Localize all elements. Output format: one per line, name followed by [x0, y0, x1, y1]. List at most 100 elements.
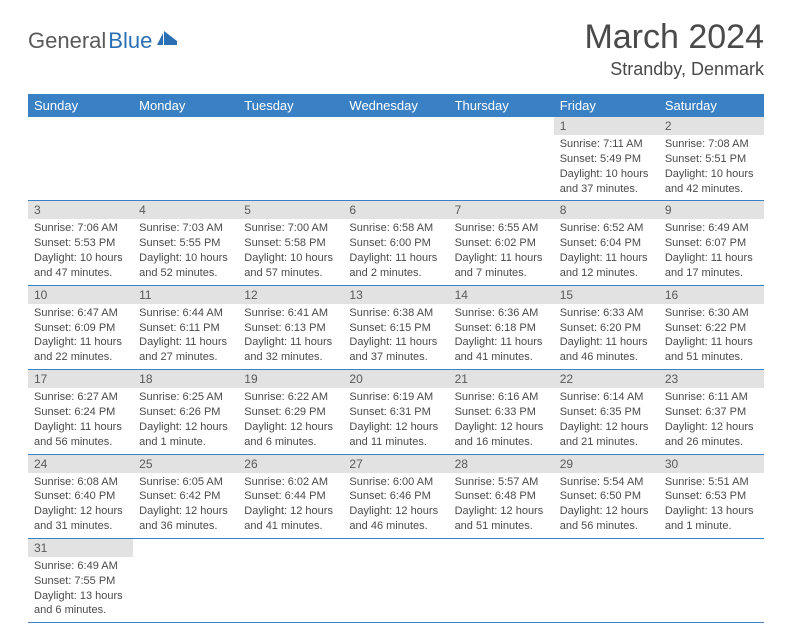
- day-number: 23: [659, 370, 764, 388]
- day-details: Sunrise: 6:38 AMSunset: 6:15 PMDaylight:…: [343, 304, 448, 369]
- calendar-cell: 17Sunrise: 6:27 AMSunset: 6:24 PMDayligh…: [28, 370, 133, 454]
- day-details: Sunrise: 6:44 AMSunset: 6:11 PMDaylight:…: [133, 304, 238, 369]
- logo-text-general: General: [28, 28, 106, 54]
- daylight-text: Daylight: 12 hours: [34, 504, 127, 519]
- flag-icon: [157, 31, 179, 52]
- calendar-week-row: 17Sunrise: 6:27 AMSunset: 6:24 PMDayligh…: [28, 370, 764, 454]
- day-number: 5: [238, 201, 343, 219]
- calendar-week-row: 1Sunrise: 7:11 AMSunset: 5:49 PMDaylight…: [28, 117, 764, 201]
- day-number: 1: [554, 117, 659, 135]
- daylight-text: Daylight: 10 hours: [34, 251, 127, 266]
- day-details: Sunrise: 7:11 AMSunset: 5:49 PMDaylight:…: [554, 135, 659, 200]
- daylight-text: Daylight: 11 hours: [665, 335, 758, 350]
- day-details: Sunrise: 5:51 AMSunset: 6:53 PMDaylight:…: [659, 473, 764, 538]
- header: General Blue March 2024 Strandby, Denmar…: [0, 0, 792, 88]
- day-number: 27: [343, 455, 448, 473]
- calendar-cell: 18Sunrise: 6:25 AMSunset: 6:26 PMDayligh…: [133, 370, 238, 454]
- daylight-text: Daylight: 13 hours: [665, 504, 758, 519]
- daylight-text: Daylight: 11 hours: [244, 335, 337, 350]
- day-details: Sunrise: 6:33 AMSunset: 6:20 PMDaylight:…: [554, 304, 659, 369]
- daylight-text: Daylight: 11 hours: [455, 251, 548, 266]
- weekday-header: Tuesday: [238, 94, 343, 117]
- day-number: 31: [28, 539, 133, 557]
- day-details: Sunrise: 6:19 AMSunset: 6:31 PMDaylight:…: [343, 388, 448, 453]
- daylight-text: and 6 minutes.: [244, 435, 337, 450]
- daylight-text: and 26 minutes.: [665, 435, 758, 450]
- calendar-cell: 13Sunrise: 6:38 AMSunset: 6:15 PMDayligh…: [343, 285, 448, 369]
- sunset-text: Sunset: 6:46 PM: [349, 489, 442, 504]
- day-number: 13: [343, 286, 448, 304]
- sunset-text: Sunset: 6:53 PM: [665, 489, 758, 504]
- sunrise-text: Sunrise: 6:55 AM: [455, 221, 548, 236]
- daylight-text: Daylight: 12 hours: [244, 420, 337, 435]
- sunrise-text: Sunrise: 6:05 AM: [139, 475, 232, 490]
- daylight-text: Daylight: 10 hours: [560, 167, 653, 182]
- sunset-text: Sunset: 5:58 PM: [244, 236, 337, 251]
- daylight-text: and 1 minute.: [139, 435, 232, 450]
- sunrise-text: Sunrise: 6:49 AM: [34, 559, 127, 574]
- calendar-cell: [659, 538, 764, 622]
- day-number: 21: [449, 370, 554, 388]
- logo-text-blue: Blue: [108, 28, 152, 54]
- day-number: 6: [343, 201, 448, 219]
- calendar-cell: [343, 538, 448, 622]
- day-number: 24: [28, 455, 133, 473]
- day-number: 29: [554, 455, 659, 473]
- day-number: 26: [238, 455, 343, 473]
- sunrise-text: Sunrise: 6:49 AM: [665, 221, 758, 236]
- day-number: 12: [238, 286, 343, 304]
- daylight-text: and 6 minutes.: [34, 603, 127, 618]
- day-number: 2: [659, 117, 764, 135]
- day-number: 4: [133, 201, 238, 219]
- daylight-text: Daylight: 11 hours: [665, 251, 758, 266]
- daylight-text: Daylight: 12 hours: [139, 504, 232, 519]
- day-details: Sunrise: 6:36 AMSunset: 6:18 PMDaylight:…: [449, 304, 554, 369]
- calendar-cell: [449, 117, 554, 201]
- sunset-text: Sunset: 6:48 PM: [455, 489, 548, 504]
- sunset-text: Sunset: 6:18 PM: [455, 321, 548, 336]
- day-number: 22: [554, 370, 659, 388]
- daylight-text: and 52 minutes.: [139, 266, 232, 281]
- sunrise-text: Sunrise: 6:16 AM: [455, 390, 548, 405]
- sunset-text: Sunset: 6:37 PM: [665, 405, 758, 420]
- day-details: Sunrise: 6:02 AMSunset: 6:44 PMDaylight:…: [238, 473, 343, 538]
- sunset-text: Sunset: 6:22 PM: [665, 321, 758, 336]
- sunrise-text: Sunrise: 6:36 AM: [455, 306, 548, 321]
- sunrise-text: Sunrise: 6:38 AM: [349, 306, 442, 321]
- day-details: Sunrise: 6:49 AMSunset: 6:07 PMDaylight:…: [659, 219, 764, 284]
- day-details: Sunrise: 6:14 AMSunset: 6:35 PMDaylight:…: [554, 388, 659, 453]
- daylight-text: Daylight: 12 hours: [560, 504, 653, 519]
- weekday-header: Monday: [133, 94, 238, 117]
- calendar-cell: 14Sunrise: 6:36 AMSunset: 6:18 PMDayligh…: [449, 285, 554, 369]
- day-details: Sunrise: 6:41 AMSunset: 6:13 PMDaylight:…: [238, 304, 343, 369]
- calendar-cell: 8Sunrise: 6:52 AMSunset: 6:04 PMDaylight…: [554, 201, 659, 285]
- sunrise-text: Sunrise: 6:00 AM: [349, 475, 442, 490]
- sunrise-text: Sunrise: 6:47 AM: [34, 306, 127, 321]
- day-details: Sunrise: 6:30 AMSunset: 6:22 PMDaylight:…: [659, 304, 764, 369]
- sunset-text: Sunset: 5:55 PM: [139, 236, 232, 251]
- day-number: 17: [28, 370, 133, 388]
- daylight-text: Daylight: 12 hours: [665, 420, 758, 435]
- sunrise-text: Sunrise: 6:44 AM: [139, 306, 232, 321]
- daylight-text: and 31 minutes.: [34, 519, 127, 534]
- calendar-cell: 26Sunrise: 6:02 AMSunset: 6:44 PMDayligh…: [238, 454, 343, 538]
- daylight-text: and 21 minutes.: [560, 435, 653, 450]
- day-number: 7: [449, 201, 554, 219]
- daylight-text: and 42 minutes.: [665, 182, 758, 197]
- sunset-text: Sunset: 6:50 PM: [560, 489, 653, 504]
- calendar-table: SundayMondayTuesdayWednesdayThursdayFrid…: [28, 94, 764, 623]
- calendar-cell: 6Sunrise: 6:58 AMSunset: 6:00 PMDaylight…: [343, 201, 448, 285]
- calendar-cell: [343, 117, 448, 201]
- day-details: Sunrise: 6:47 AMSunset: 6:09 PMDaylight:…: [28, 304, 133, 369]
- day-number: 3: [28, 201, 133, 219]
- sunset-text: Sunset: 6:20 PM: [560, 321, 653, 336]
- month-title: March 2024: [584, 18, 764, 57]
- daylight-text: and 16 minutes.: [455, 435, 548, 450]
- sunrise-text: Sunrise: 5:54 AM: [560, 475, 653, 490]
- sunset-text: Sunset: 6:44 PM: [244, 489, 337, 504]
- daylight-text: Daylight: 12 hours: [349, 504, 442, 519]
- sunset-text: Sunset: 6:26 PM: [139, 405, 232, 420]
- day-details: Sunrise: 7:08 AMSunset: 5:51 PMDaylight:…: [659, 135, 764, 200]
- sunrise-text: Sunrise: 6:58 AM: [349, 221, 442, 236]
- sunset-text: Sunset: 6:40 PM: [34, 489, 127, 504]
